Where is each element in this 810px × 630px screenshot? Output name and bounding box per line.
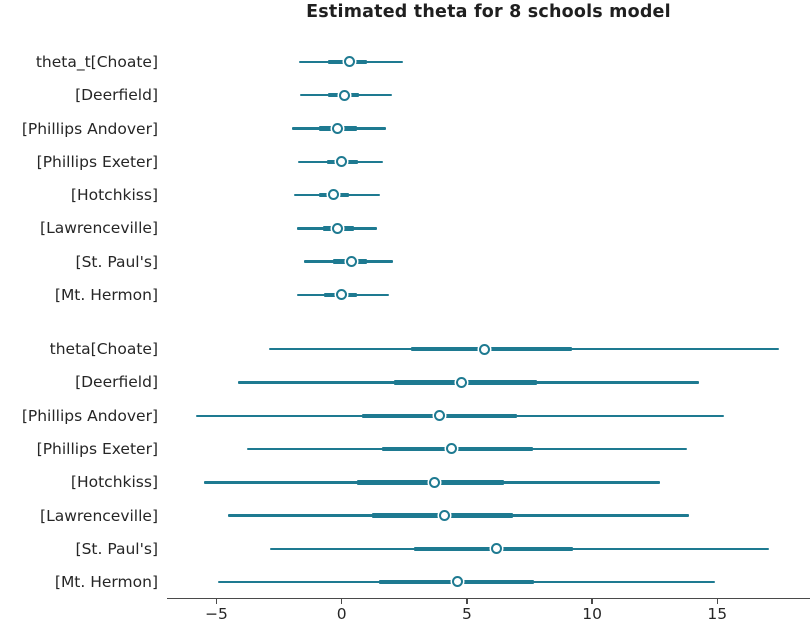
median-point-marker [332, 122, 344, 134]
median-point-marker [452, 576, 464, 588]
median-point-marker [491, 543, 503, 555]
row-label: [Deerfield] [75, 86, 158, 105]
row-label: [Mt. Hermon] [54, 573, 158, 592]
median-point-marker [328, 189, 340, 201]
x-tick-label: 15 [707, 604, 728, 623]
x-tick [215, 599, 218, 604]
row-label: theta[Choate] [49, 340, 158, 359]
median-point-marker [433, 410, 445, 422]
x-tick [341, 599, 343, 604]
chart-title: Estimated theta for 8 schools model [306, 2, 671, 22]
median-point-marker [456, 376, 468, 388]
row-label: [Phillips Exeter] [36, 440, 158, 459]
x-tick-label: 10 [582, 604, 602, 623]
row-label: [Lawrenceville] [40, 219, 158, 238]
median-point-marker [338, 89, 350, 101]
x-tick [466, 599, 468, 604]
median-point-marker [343, 56, 355, 68]
median-point-marker [478, 343, 490, 355]
row-label: theta_t[Choate] [35, 53, 158, 71]
median-point-marker [446, 443, 458, 455]
row-label: [Phillips Exeter] [36, 152, 158, 171]
median-point-marker [336, 156, 347, 168]
row-label: [St. Paul's] [75, 539, 158, 558]
median-point-marker [428, 476, 440, 488]
median-point-marker [346, 255, 358, 267]
x-tick [716, 599, 718, 604]
hdi-thick-line [381, 446, 534, 452]
x-tick-label: 0 [336, 604, 347, 623]
row-label: [Hotchkiss] [70, 473, 158, 492]
median-point-marker [438, 509, 450, 521]
median-point-marker [336, 289, 347, 301]
median-point-marker [332, 222, 344, 234]
row-label: [Phillips Andover] [21, 119, 158, 138]
x-tick [591, 599, 593, 604]
x-axis-spine [167, 597, 810, 600]
row-label: [Phillips Andover] [21, 406, 158, 425]
row-label: [St. Paul's] [75, 252, 158, 271]
x-tick-label: 5 [461, 604, 472, 623]
row-label: [Hotchkiss] [70, 186, 158, 205]
x-tick-label: −5 [205, 604, 228, 623]
row-label: [Mt. Hermon] [54, 285, 158, 304]
hdi-thick-line [410, 347, 573, 352]
row-label: [Deerfield] [75, 373, 158, 392]
row-label: [Lawrenceville] [40, 506, 158, 525]
